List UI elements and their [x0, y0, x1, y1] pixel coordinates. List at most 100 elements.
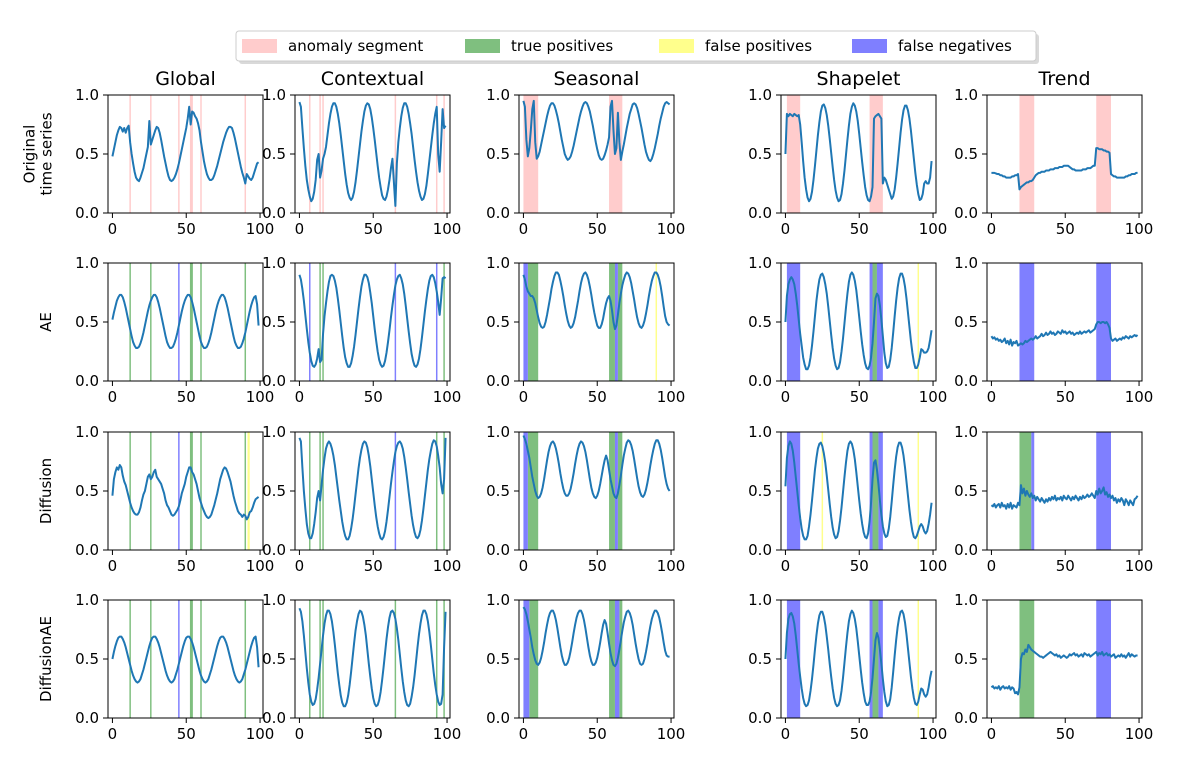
x-tick-label: 0 — [519, 725, 529, 743]
anomaly-segment-band — [244, 95, 247, 213]
false-negative-band — [435, 263, 438, 381]
legend-label-false-negatives: false negatives — [898, 37, 1012, 55]
true-positive-band — [435, 600, 438, 718]
x-tick-label: 0 — [987, 220, 997, 238]
x-tick-label: 50 — [1056, 725, 1075, 743]
true-positive-band — [619, 600, 623, 718]
row-label-ae: AE — [37, 312, 55, 332]
anomaly-segment-band — [394, 95, 397, 213]
x-tick-label: 50 — [364, 557, 383, 575]
x-tick-label: 50 — [588, 388, 607, 406]
y-tick-label: 1.0 — [75, 254, 99, 272]
series-line-trend-diffusion — [990, 484, 1139, 510]
y-tick-label: 0.5 — [486, 145, 510, 163]
false-negative-band — [394, 432, 397, 550]
x-tick-label: 100 — [246, 725, 275, 743]
anomaly-segment-band — [200, 95, 202, 213]
legend-swatch-anomaly-segment — [242, 39, 277, 53]
false-positive-band — [821, 432, 824, 550]
row-label-line: DiffusionAE — [37, 616, 55, 702]
x-tick-label: 50 — [1056, 557, 1075, 575]
panel-global-ae: 0 50 100 0.0 0.5 1.0 — [75, 254, 274, 406]
y-tick-label: 1.0 — [748, 254, 772, 272]
x-tick-label: 50 — [177, 725, 196, 743]
y-tick-label: 1.0 — [486, 86, 510, 104]
axes-frame — [986, 94, 1143, 214]
panel-shapelet-ae: 0 50 100 0.0 0.5 1.0 — [748, 254, 947, 406]
y-tick-label: 0.0 — [262, 204, 286, 222]
y-tick-label: 0.0 — [748, 709, 772, 727]
y-tick-label: 0.0 — [75, 372, 99, 390]
panel-global-diffusionae: 0 50 100 0.0 0.5 1.0 — [75, 591, 274, 743]
x-tick-label: 0 — [781, 557, 791, 575]
y-tick-label: 0.5 — [262, 313, 286, 331]
anomaly-segment-band — [150, 95, 152, 213]
true-positive-band — [244, 432, 247, 550]
y-tick-label: 0.0 — [954, 204, 978, 222]
x-tick-label: 100 — [1125, 220, 1154, 238]
legend-label-false-positives: false positives — [705, 37, 812, 55]
y-tick-label: 0.0 — [954, 372, 978, 390]
panel-trend-diffusion: 0 50 100 0.0 0.5 1.0 — [954, 423, 1153, 575]
false-positive-band — [917, 432, 920, 550]
x-tick-label: 50 — [850, 388, 869, 406]
panel-shapelet-diffusionae: 0 50 100 0.0 0.5 1.0 — [748, 591, 947, 743]
x-tick-label: 0 — [295, 557, 305, 575]
column-title-seasonal: Seasonal — [554, 68, 640, 90]
x-tick-label: 100 — [433, 388, 462, 406]
y-tick-label: 1.0 — [748, 591, 772, 609]
series-line-shapelet-diffusion — [784, 440, 933, 541]
true-positive-band — [129, 263, 131, 381]
axes-frame — [518, 94, 675, 214]
anomaly-segment-band — [178, 95, 180, 213]
x-tick-label: 0 — [108, 557, 118, 575]
x-tick-label: 0 — [987, 725, 997, 743]
y-tick-label: 0.0 — [486, 709, 510, 727]
series-line-contextual-diffusionae — [298, 607, 447, 708]
true-positive-band — [322, 432, 324, 550]
legend-swatch-false-negatives — [852, 39, 887, 53]
y-tick-label: 0.0 — [486, 204, 510, 222]
axes-frame — [986, 599, 1143, 719]
true-positive-band — [617, 432, 623, 550]
x-tick-label: 50 — [364, 388, 383, 406]
anomaly-segment-band — [309, 95, 311, 213]
false-negative-band — [786, 432, 801, 550]
panel-trend-original: 0 50 100 0.0 0.5 1.0 — [954, 86, 1153, 238]
y-tick-label: 0.5 — [954, 650, 978, 668]
row-label-line: AE — [37, 312, 55, 332]
true-positive-band — [200, 600, 202, 718]
false-negative-band — [614, 432, 618, 550]
y-tick-label: 0.0 — [486, 372, 510, 390]
x-tick-label: 0 — [108, 220, 118, 238]
x-tick-label: 100 — [1125, 388, 1154, 406]
false-negative-band — [394, 263, 397, 381]
true-positive-band — [189, 432, 193, 550]
false-negative-band — [786, 263, 801, 381]
false-positive-band — [655, 263, 658, 381]
x-tick-label: 50 — [1056, 388, 1075, 406]
y-tick-label: 0.5 — [954, 482, 978, 500]
y-tick-label: 1.0 — [262, 254, 286, 272]
series-line-contextual-ae — [298, 273, 447, 368]
anomaly-segment-band — [129, 95, 131, 213]
panel-contextual-ae: 0 50 100 0.0 0.5 1.0 — [262, 254, 461, 406]
axes-frame — [107, 599, 264, 719]
false-negative-band — [1019, 263, 1035, 381]
y-tick-label: 0.0 — [262, 372, 286, 390]
x-tick-label: 50 — [850, 725, 869, 743]
panel-grid: Global Contextual Seasonal Shapelet Trend Ori… — [21, 68, 1154, 743]
row-label-diffusion: Diffusion — [37, 458, 55, 524]
y-tick-label: 1.0 — [262, 591, 286, 609]
true-positive-band — [244, 263, 247, 381]
anomaly-segment-band — [319, 95, 321, 213]
false-negative-band — [1031, 432, 1035, 550]
x-tick-label: 0 — [108, 725, 118, 743]
anomaly-segment-band — [435, 95, 438, 213]
anomaly-segment-band — [443, 95, 445, 213]
x-tick-label: 100 — [919, 725, 948, 743]
y-tick-label: 0.0 — [486, 541, 510, 559]
y-tick-label: 0.5 — [262, 482, 286, 500]
x-tick-label: 0 — [295, 388, 305, 406]
panel-seasonal-diffusionae: 0 50 100 0.0 0.5 1.0 — [486, 591, 685, 743]
